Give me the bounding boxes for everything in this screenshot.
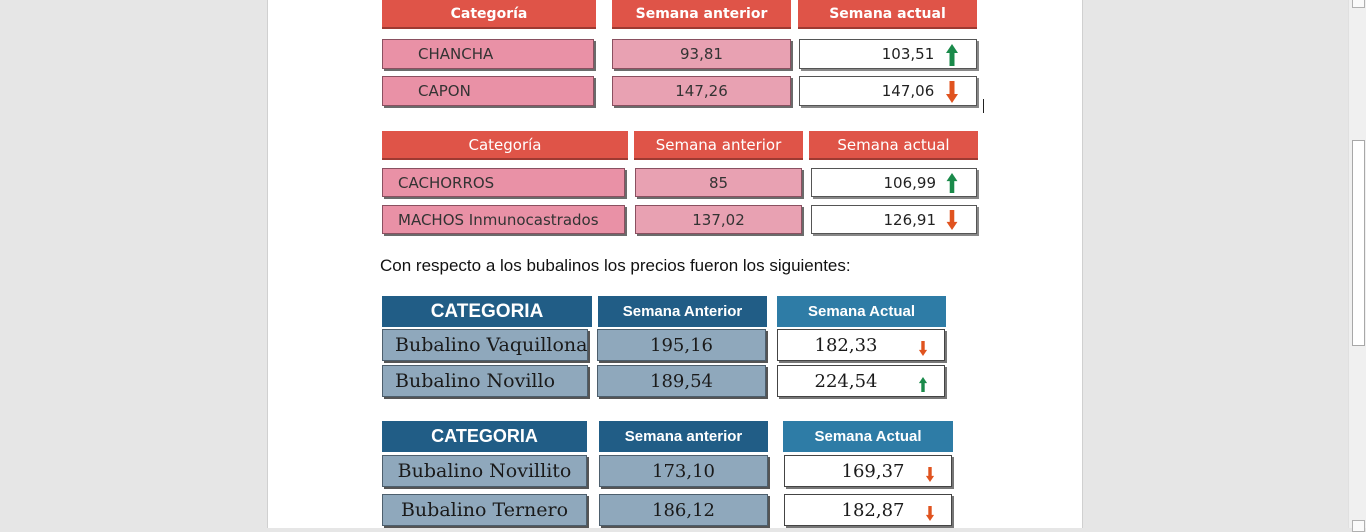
table2-row-2-category: MACHOS Inmunocastrados (382, 205, 625, 234)
table1-row-1-previous: 93,81 (612, 39, 791, 69)
table1-header-category: Categoría (382, 0, 596, 29)
arrow-up-icon (946, 44, 958, 68)
scroll-down-button[interactable] (1352, 520, 1365, 532)
table4-row-2-previous: 186,12 (599, 494, 768, 526)
table4-row-1-previous: 173,10 (599, 455, 768, 487)
table3-row-2-category: Bubalino Novillo (382, 365, 588, 397)
table2-header-category: Categoría (382, 131, 628, 160)
bubalinos-paragraph: Con respecto a los bubalinos los precios… (380, 256, 851, 275)
table3-row-1-category: Bubalino Vaquillona (382, 329, 588, 361)
table1-row-1-current: 103,51 (799, 39, 977, 69)
table4-row-2-category: Bubalino Ternero (382, 494, 587, 526)
arrow-down-icon (925, 466, 935, 486)
arrow-down-icon (925, 505, 935, 525)
table2-row-2-current: 126,91 (811, 205, 977, 234)
table4-row-2-current: 182,87 (784, 494, 952, 526)
table2-header-current: Semana actual (809, 131, 978, 160)
table4-header-previous: Semana anterior (599, 421, 768, 452)
table2-row-2-previous: 137,02 (635, 205, 802, 234)
table3-header-category: CATEGORIA (382, 296, 592, 327)
table3-row-1-current: 182,33 (777, 329, 945, 361)
table4-row-1-current: 169,37 (784, 455, 952, 487)
arrow-down-icon (946, 210, 958, 233)
table4-header-current: Semana Actual (783, 421, 953, 452)
table2-row-1-previous: 85 (635, 168, 802, 197)
table3-header-current: Semana Actual (777, 296, 946, 327)
table1-row-1-category: CHANCHA (382, 39, 594, 69)
text-cursor (983, 99, 984, 113)
arrow-down-icon (946, 81, 958, 105)
table2-header-previous: Semana anterior (634, 131, 803, 160)
vertical-scrollbar[interactable] (1348, 0, 1366, 532)
table1-header-previous: Semana anterior (612, 0, 791, 29)
arrow-down-icon (918, 340, 928, 360)
scroll-up-button[interactable] (1352, 0, 1365, 8)
table4-row-1-category: Bubalino Novillito (382, 455, 587, 487)
table1-row-2-current: 147,06 (799, 76, 977, 106)
table3-row-1-previous: 195,16 (597, 329, 766, 361)
table3-row-2-current: 224,54 (777, 365, 945, 397)
table3-row-2-previous: 189,54 (597, 365, 766, 397)
table2-row-1-category: CACHORROS (382, 168, 625, 197)
table4-header-category: CATEGORIA (382, 421, 587, 452)
table1-row-2-category: CAPON (382, 76, 594, 106)
table1-row-2-previous: 147,26 (612, 76, 791, 106)
table3-header-previous: Semana Anterior (598, 296, 767, 327)
scrollbar-thumb[interactable] (1352, 140, 1365, 346)
table2-row-1-current: 106,99 (811, 168, 977, 197)
table1-header-current: Semana actual (798, 0, 977, 29)
arrow-up-icon (946, 173, 958, 196)
arrow-up-icon (918, 376, 928, 396)
